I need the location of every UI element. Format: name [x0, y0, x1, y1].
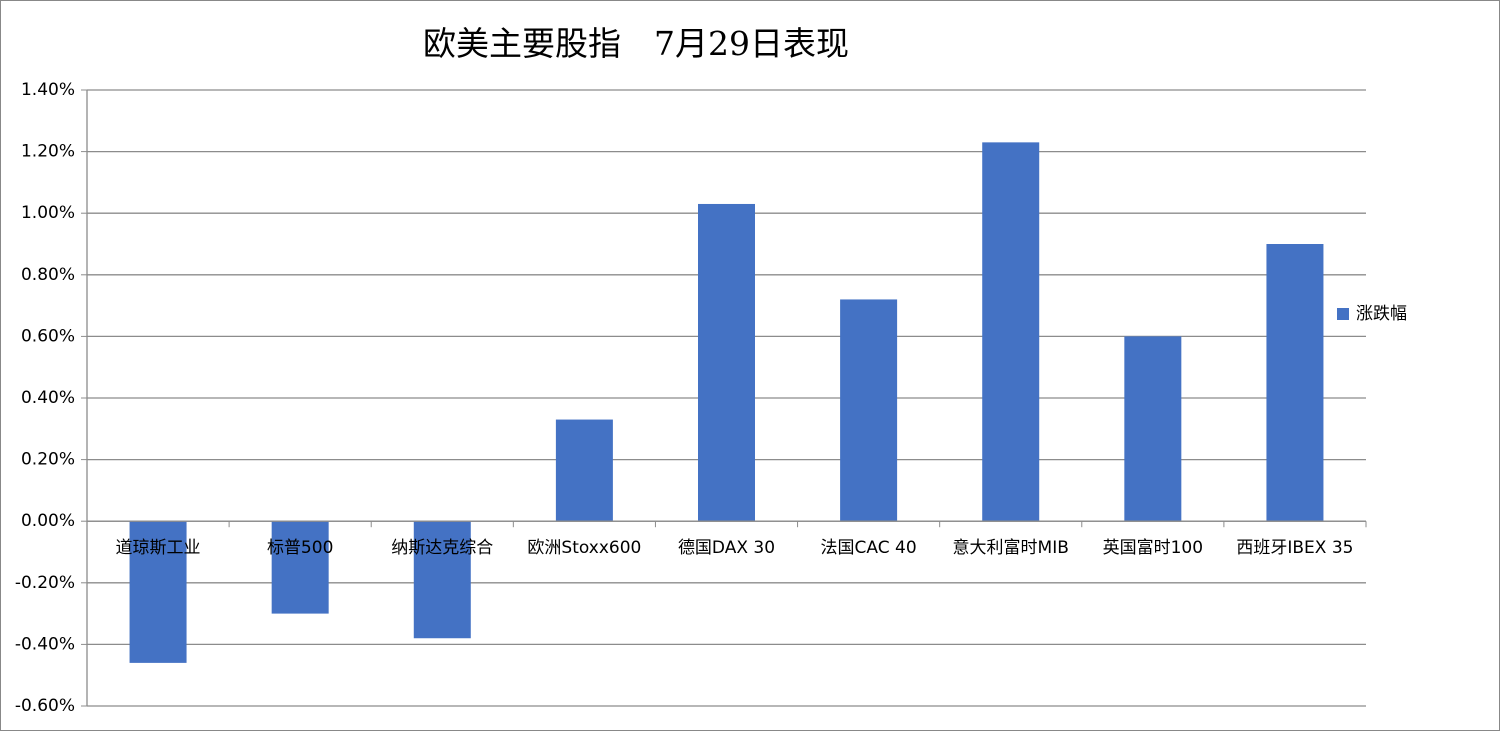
y-tick-label: 1.40%	[21, 80, 75, 100]
legend-label: 涨跌幅	[1356, 304, 1407, 324]
y-tick-label: 0.40%	[21, 388, 75, 408]
bar	[555, 419, 613, 522]
chart-title: 欧美主要股指 7月29日表现	[423, 24, 849, 63]
bar	[413, 521, 471, 639]
x-tick-label: 西班牙IBEX 35	[1236, 538, 1353, 558]
x-tick-label: 欧洲Stoxx600	[527, 538, 641, 558]
bar	[698, 203, 755, 522]
y-tick-label: 0.80%	[21, 265, 75, 285]
legend-swatch	[1337, 308, 1349, 320]
x-tick-label: 纳斯达克综合	[391, 538, 493, 558]
x-tick-label: 道琼斯工业	[116, 538, 201, 558]
y-tick-label: 0.00%	[21, 511, 75, 531]
bar	[271, 521, 329, 614]
x-tick-label: 意大利富时MIB	[953, 538, 1069, 558]
x-tick-label: 英国富时100	[1103, 538, 1203, 558]
y-tick-label: 1.00%	[21, 203, 75, 223]
y-tick-label: 1.20%	[21, 142, 75, 162]
y-tick-label: 0.20%	[21, 450, 75, 470]
y-tick-label: 0.60%	[21, 326, 75, 346]
bar	[840, 299, 898, 522]
bar	[1266, 244, 1324, 522]
y-tick-label: -0.40%	[15, 634, 75, 654]
y-tick-label: -0.60%	[15, 696, 75, 716]
y-tick-label: -0.20%	[15, 573, 75, 593]
bar	[1124, 336, 1182, 522]
bar	[129, 521, 187, 663]
x-tick-label: 德国DAX 30	[678, 538, 775, 558]
x-tick-label: 法国CAC 40	[821, 538, 917, 558]
x-tick-label: 标普500	[267, 538, 333, 558]
bar	[982, 142, 1040, 522]
